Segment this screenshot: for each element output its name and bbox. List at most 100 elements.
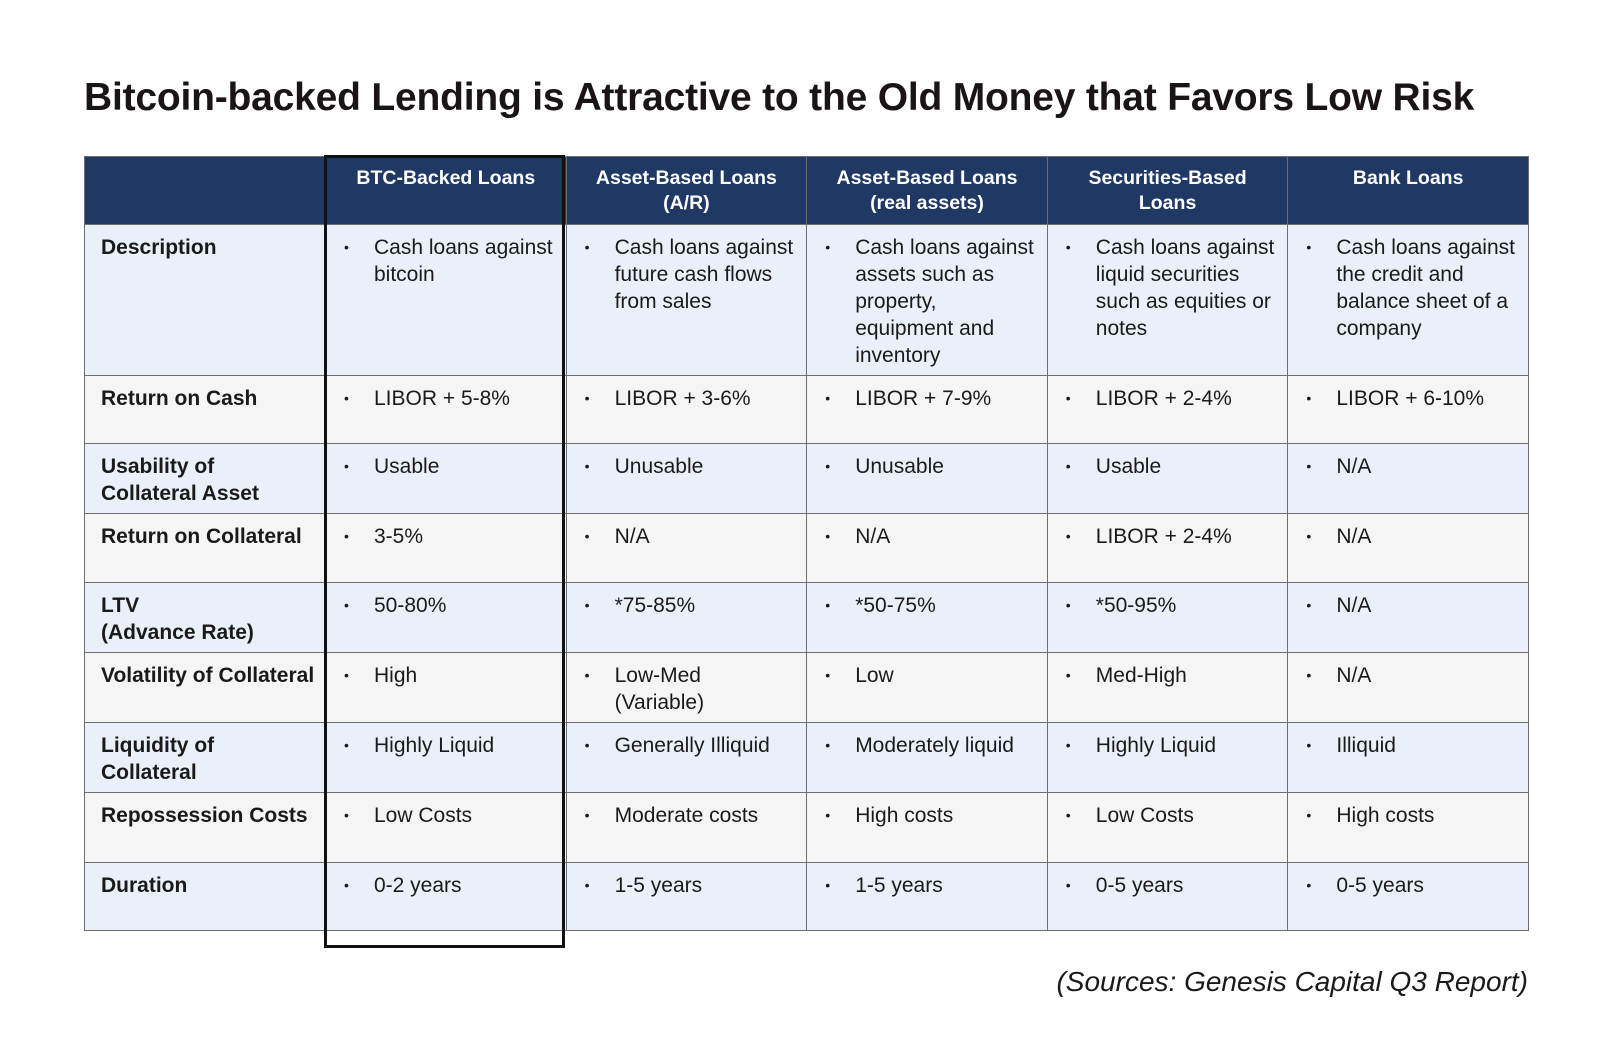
table-cell: • Moderate costs <box>565 792 808 863</box>
bullet-icon: • <box>1306 877 1312 893</box>
cell-text: Low Costs <box>374 804 473 827</box>
cell-text: Cash loans against liquid securities suc… <box>1095 236 1275 340</box>
column-header-label: Asset-Based Loans (A/R) <box>595 167 777 214</box>
bullet-icon: • <box>584 667 590 683</box>
bullet-item: • Illiquid <box>1304 732 1518 759</box>
cell-text: LIBOR + 7-9% <box>855 387 992 410</box>
table-cell: • LIBOR + 2-4% <box>1046 513 1289 583</box>
bullet-icon: • <box>825 239 831 255</box>
bullet-item: • 3-5% <box>342 523 556 550</box>
column-header-label: Asset-Based Loans (real assets) <box>836 167 1018 214</box>
bullet-item: • 0-5 years <box>1064 872 1278 899</box>
table-row: Liquidity of Collateral • Highly Liquid • Ge… <box>84 722 1529 793</box>
source-note: (Sources: Genesis Capital Q3 Report) <box>1056 966 1528 997</box>
table-cell: • Low Costs <box>325 792 567 863</box>
table-cell: • High costs <box>806 792 1048 863</box>
bullet-item: • Cash loans against future cash flows fr… <box>583 234 797 315</box>
table-cell: • Low Costs <box>1046 792 1289 863</box>
bullet-item: • Moderate costs <box>583 802 797 829</box>
table-cell: • 1-5 years <box>806 862 1048 931</box>
bullet-item: • Unusable <box>583 453 797 480</box>
bullet-icon: • <box>1065 390 1071 406</box>
table-cell: • *50-75% <box>806 582 1048 653</box>
bullet-icon: • <box>344 528 349 544</box>
row-label: Volatility of Collateral <box>84 652 326 723</box>
table-row: Duration • 0-2 years • 1-5 years • 1-5 years • 0… <box>84 862 1529 931</box>
bullet-item: • Cash loans against the credit and balan… <box>1304 234 1518 342</box>
comparison-table: BTC-Backed Loans Asset-Based Loans (A/R)… <box>84 156 1529 931</box>
column-header-asset-based-real: Asset-Based Loans (real assets) <box>806 156 1048 225</box>
table-cell: • Low-Med (Variable) <box>565 652 808 723</box>
bullet-icon: • <box>584 737 590 753</box>
bullet-icon: • <box>825 667 831 683</box>
bullet-item: • 0-5 years <box>1304 872 1518 899</box>
table-cell: • LIBOR + 7-9% <box>806 375 1048 444</box>
bullet-icon: • <box>344 737 349 753</box>
cell-text: 0-2 years <box>374 874 462 897</box>
table-cell: • Usable <box>1046 443 1289 514</box>
bullet-icon: • <box>1306 597 1312 613</box>
table-cell: • *75-85% <box>565 582 808 653</box>
bullet-icon: • <box>344 807 349 823</box>
cell-text: N/A <box>1336 525 1372 548</box>
row-label: Repossession Costs <box>84 792 326 863</box>
bullet-icon: • <box>825 390 831 406</box>
cell-text: N/A <box>1336 594 1372 617</box>
bullet-icon: • <box>1065 239 1071 255</box>
row-label: Return on Cash <box>84 375 326 444</box>
table-cell: • Usable <box>325 443 567 514</box>
cell-text: Usable <box>374 455 440 478</box>
table-cell: • Illiquid <box>1287 722 1529 793</box>
cell-text: N/A <box>614 525 650 548</box>
bullet-icon: • <box>584 597 590 613</box>
table-cell: • N/A <box>565 513 808 583</box>
bullet-item: • LIBOR + 3-6% <box>583 385 797 412</box>
bullet-item: • LIBOR + 6-10% <box>1304 385 1518 412</box>
bullet-item: • N/A <box>1304 523 1518 550</box>
cell-text: *75-85% <box>614 594 696 617</box>
table-cell: • Highly Liquid <box>1046 722 1289 793</box>
table-cell: • N/A <box>1287 443 1529 514</box>
bullet-item: • Low-Med (Variable) <box>583 662 797 716</box>
row-label: LTV (Advance Rate) <box>84 582 326 653</box>
bullet-icon: • <box>344 877 349 893</box>
cell-text: Unusable <box>614 455 704 478</box>
bullet-icon: • <box>1306 737 1312 753</box>
table-cell: • 3-5% <box>325 513 567 583</box>
bullet-icon: • <box>825 528 831 544</box>
table-header-row: BTC-Backed Loans Asset-Based Loans (A/R)… <box>84 156 1529 225</box>
cell-text: Low <box>855 664 894 687</box>
table-cell: • Unusable <box>565 443 808 514</box>
cell-text: High costs <box>1336 804 1435 827</box>
cell-text: Illiquid <box>1336 734 1396 757</box>
table-cell: • N/A <box>1287 582 1529 653</box>
bullet-item: • High <box>342 662 556 689</box>
cell-text: 0-5 years <box>1095 874 1184 897</box>
cell-text: Med-High <box>1095 664 1187 687</box>
bullet-item: • Highly Liquid <box>342 732 556 759</box>
cell-text: Cash loans against future cash flows fro… <box>614 236 794 313</box>
bullet-item: • 1-5 years <box>583 872 797 899</box>
bullet-item: • N/A <box>1304 453 1518 480</box>
bullet-icon: • <box>584 390 590 406</box>
table-row: Return on Cash • LIBOR + 5-8% • LIBOR + 3-6%… <box>84 375 1529 444</box>
table-cell: • High costs <box>1287 792 1529 863</box>
cell-text: Generally Illiquid <box>614 734 770 757</box>
table-row: Volatility of Collateral • High • Low-Med (V… <box>84 652 1529 723</box>
table-cell: • N/A <box>806 513 1048 583</box>
table-cell: • Low <box>806 652 1048 723</box>
table-cell: • Generally Illiquid <box>565 722 808 793</box>
table-cell: • 1-5 years <box>565 862 808 931</box>
bullet-icon: • <box>825 807 831 823</box>
table-cell: • Cash loans against bitcoin <box>325 224 567 376</box>
cell-text: Moderate costs <box>614 804 759 827</box>
bullet-item: • N/A <box>823 523 1037 550</box>
bullet-icon: • <box>344 239 349 255</box>
table-cell: • *50-95% <box>1046 582 1289 653</box>
table-cell: • Cash loans against the credit and balan… <box>1287 224 1529 376</box>
bullet-icon: • <box>1306 807 1312 823</box>
cell-text: N/A <box>855 525 891 548</box>
bullet-item: • Cash loans against liquid securities su… <box>1064 234 1278 342</box>
bullet-icon: • <box>1065 597 1071 613</box>
bullet-item: • 50-80% <box>342 592 556 619</box>
